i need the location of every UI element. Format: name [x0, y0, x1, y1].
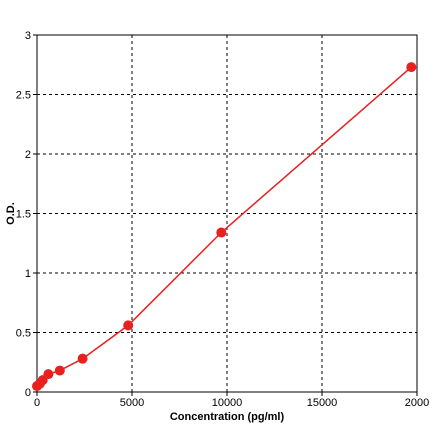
data-points — [32, 62, 417, 392]
data-point — [216, 227, 227, 238]
y-tick-label: 1.5 — [16, 209, 31, 221]
y-axis-label: O.D. — [5, 202, 17, 225]
data-point — [43, 369, 54, 380]
y-tick-label: 0.5 — [16, 328, 31, 340]
y-tick-label: 0 — [25, 387, 31, 399]
y-tick-label: 2.5 — [16, 90, 31, 102]
x-tick-label: 10000 — [212, 397, 243, 409]
x-tick-label: 5000 — [120, 397, 144, 409]
data-point — [406, 62, 417, 73]
data-point — [54, 365, 65, 376]
y-tick-label: 3 — [25, 30, 31, 42]
x-tick-label: 15000 — [307, 397, 338, 409]
fit-line — [36, 66, 412, 387]
y-tick-label: 1 — [25, 268, 31, 280]
x-tick-label: 2000 — [405, 397, 429, 409]
y-tick-label: 2 — [25, 149, 31, 161]
fit-line-group — [36, 66, 412, 387]
x-tick-label: 0 — [34, 397, 40, 409]
x-axis-label: Concentration (pg/ml) — [170, 411, 285, 423]
data-point — [77, 353, 88, 364]
grid — [37, 35, 417, 392]
data-point — [123, 320, 134, 331]
